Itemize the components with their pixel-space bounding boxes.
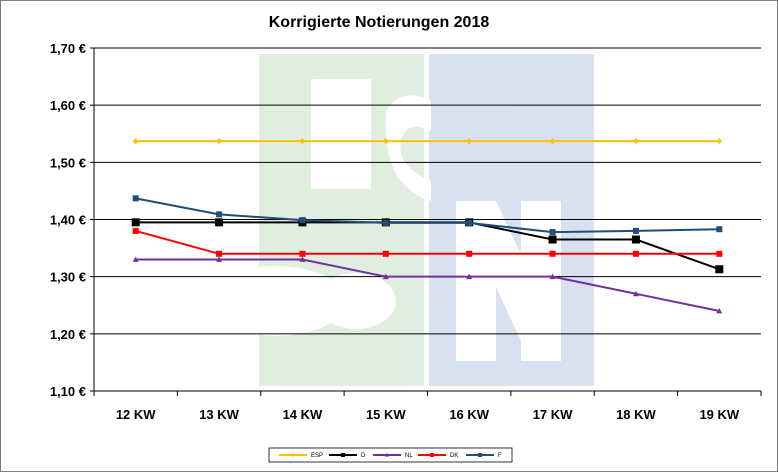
- data-point-f: [549, 229, 556, 236]
- data-point-f: [716, 226, 723, 233]
- data-point-f: [632, 227, 639, 234]
- data-point-esp: [549, 138, 556, 145]
- data-point-dk: [716, 250, 723, 257]
- legend-item-esp: ESP: [279, 453, 323, 459]
- x-tick-label: 19 KW: [699, 407, 739, 422]
- legend-label: ESP: [311, 453, 323, 459]
- y-tick-label: 1,20 €: [50, 327, 86, 342]
- x-tick-label: 14 KW: [283, 407, 323, 422]
- legend-marker: [291, 453, 295, 457]
- data-point-nl: [216, 256, 223, 262]
- data-point-esp: [132, 138, 139, 145]
- chart-title: Korrigierte Notierungen 2018: [269, 14, 490, 31]
- series-esp: [132, 138, 723, 145]
- legend-marker: [341, 453, 345, 457]
- series-d: [131, 218, 724, 274]
- legend-marker: [385, 453, 389, 457]
- data-point-d: [548, 235, 557, 244]
- data-point-nl: [549, 273, 556, 280]
- series-line-d: [135, 221, 720, 271]
- series-line-nl: [135, 258, 720, 312]
- data-point-esp: [299, 138, 306, 145]
- data-point-dk: [549, 250, 556, 257]
- data-point-dk: [382, 250, 389, 257]
- x-tick-label: 16 KW: [449, 407, 489, 422]
- y-tick-label: 1,50 €: [50, 155, 86, 170]
- legend-marker: [430, 453, 434, 457]
- series-line-dk: [135, 229, 720, 255]
- legend: ESP D NL DK F: [268, 447, 513, 463]
- y-tick-label: 1,40 €: [50, 213, 86, 228]
- data-point-f: [132, 195, 139, 202]
- x-axis-tick-labels: 12 KW 13 KW 14 KW 15 KW 16 KW 17 KW 18 KW 19 KW: [116, 407, 740, 422]
- x-tick-label: 17 KW: [533, 407, 573, 422]
- x-tick-label: 13 KW: [199, 407, 239, 422]
- legend-marker: [478, 453, 482, 457]
- y-tick-label: 1,60 €: [50, 98, 86, 113]
- legend-item-d: D: [329, 453, 366, 459]
- legend-label: F: [498, 453, 502, 459]
- data-point-esp: [382, 138, 389, 145]
- x-tick-label: 12 KW: [116, 407, 156, 422]
- x-tick-label: 15 KW: [366, 407, 406, 422]
- series-nl: [132, 256, 723, 314]
- data-point-nl: [466, 273, 473, 280]
- legend-item-dk: DK: [418, 453, 458, 459]
- legend-label: DK: [450, 453, 458, 459]
- legend-item-f: F: [466, 453, 502, 459]
- axes: [90, 47, 762, 396]
- legend-item-nl: NL: [373, 453, 413, 459]
- y-tick-label: 1,30 €: [50, 270, 86, 285]
- data-point-nl: [132, 256, 139, 262]
- data-point-f: [216, 211, 223, 218]
- data-point-esp: [216, 138, 223, 145]
- legend-label: D: [361, 453, 366, 459]
- data-point-esp: [466, 138, 473, 145]
- x-tick-label: 18 KW: [616, 407, 656, 422]
- data-point-dk: [299, 250, 306, 257]
- data-point-esp: [716, 138, 723, 145]
- data-point-nl: [716, 307, 723, 314]
- data-point-nl: [299, 256, 306, 262]
- data-point-dk: [216, 250, 223, 257]
- data-point-dk: [466, 250, 473, 257]
- data-point-dk: [632, 250, 639, 257]
- data-point-nl: [632, 290, 639, 297]
- data-point-d: [215, 218, 224, 227]
- series-line-f: [135, 197, 720, 234]
- legend-label: NL: [405, 453, 413, 459]
- data-point-esp: [632, 138, 639, 145]
- series-dk: [132, 227, 723, 257]
- data-point-d: [131, 218, 140, 227]
- data-point-d: [715, 265, 724, 274]
- data-point-f: [299, 217, 306, 224]
- data-point-f: [382, 219, 389, 226]
- series-f: [132, 195, 723, 236]
- data-point-dk: [132, 227, 139, 234]
- data-point-nl: [382, 273, 389, 280]
- y-tick-label: 1,70 €: [50, 41, 86, 56]
- data-point-f: [466, 219, 473, 226]
- y-axis-tick-labels: 1,10 € 1,20 € 1,30 € 1,40 € 1,50 € 1,60 € 1,70…: [50, 41, 86, 399]
- series-lines: [131, 138, 724, 314]
- data-point-d: [631, 235, 640, 244]
- y-tick-label: 1,10 €: [50, 384, 86, 399]
